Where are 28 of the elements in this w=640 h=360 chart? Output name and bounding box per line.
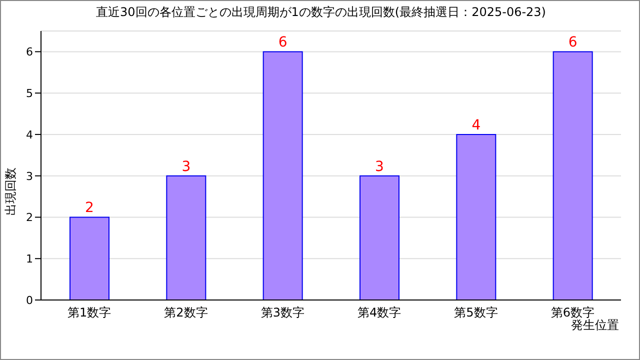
data-label: 4 bbox=[472, 117, 481, 134]
y-tick-label: 6 bbox=[26, 46, 33, 59]
y-tick-label: 0 bbox=[26, 294, 33, 307]
x-tick-label: 第5数字 bbox=[454, 306, 498, 320]
y-axis-title: 出現回数 bbox=[2, 167, 18, 215]
bar bbox=[360, 175, 400, 300]
bar bbox=[70, 216, 110, 300]
bar bbox=[552, 51, 593, 300]
y-tick-label: 5 bbox=[26, 86, 33, 100]
x-tick-label: 第6数字 bbox=[550, 306, 594, 320]
x-axis-title: 発生位置 bbox=[571, 318, 619, 334]
y-tick-label: 3 bbox=[26, 170, 33, 183]
y-tick-label: 4 bbox=[26, 128, 33, 142]
data-label: 6 bbox=[568, 34, 578, 51]
bar bbox=[456, 134, 496, 300]
y-tick-label: 1 bbox=[26, 252, 33, 266]
y-tick-label: 2 bbox=[26, 211, 33, 224]
data-label: 3 bbox=[375, 158, 384, 175]
bar bbox=[262, 51, 303, 300]
data-label: 3 bbox=[182, 158, 191, 175]
data-label: 6 bbox=[278, 34, 288, 51]
x-tick-label: 第3数字 bbox=[260, 306, 304, 320]
data-label: 2 bbox=[85, 200, 94, 216]
x-tick-label: 第4数字 bbox=[358, 306, 402, 320]
x-tick-label: 第1数字 bbox=[68, 306, 112, 320]
x-tick-label: 第2数字 bbox=[164, 306, 208, 320]
chart-title: 直近30回の各位置ごとの出現周期が1の数字の出現回数(最終抽選日：2025-06-23) bbox=[94, 4, 547, 21]
bar bbox=[166, 175, 206, 300]
